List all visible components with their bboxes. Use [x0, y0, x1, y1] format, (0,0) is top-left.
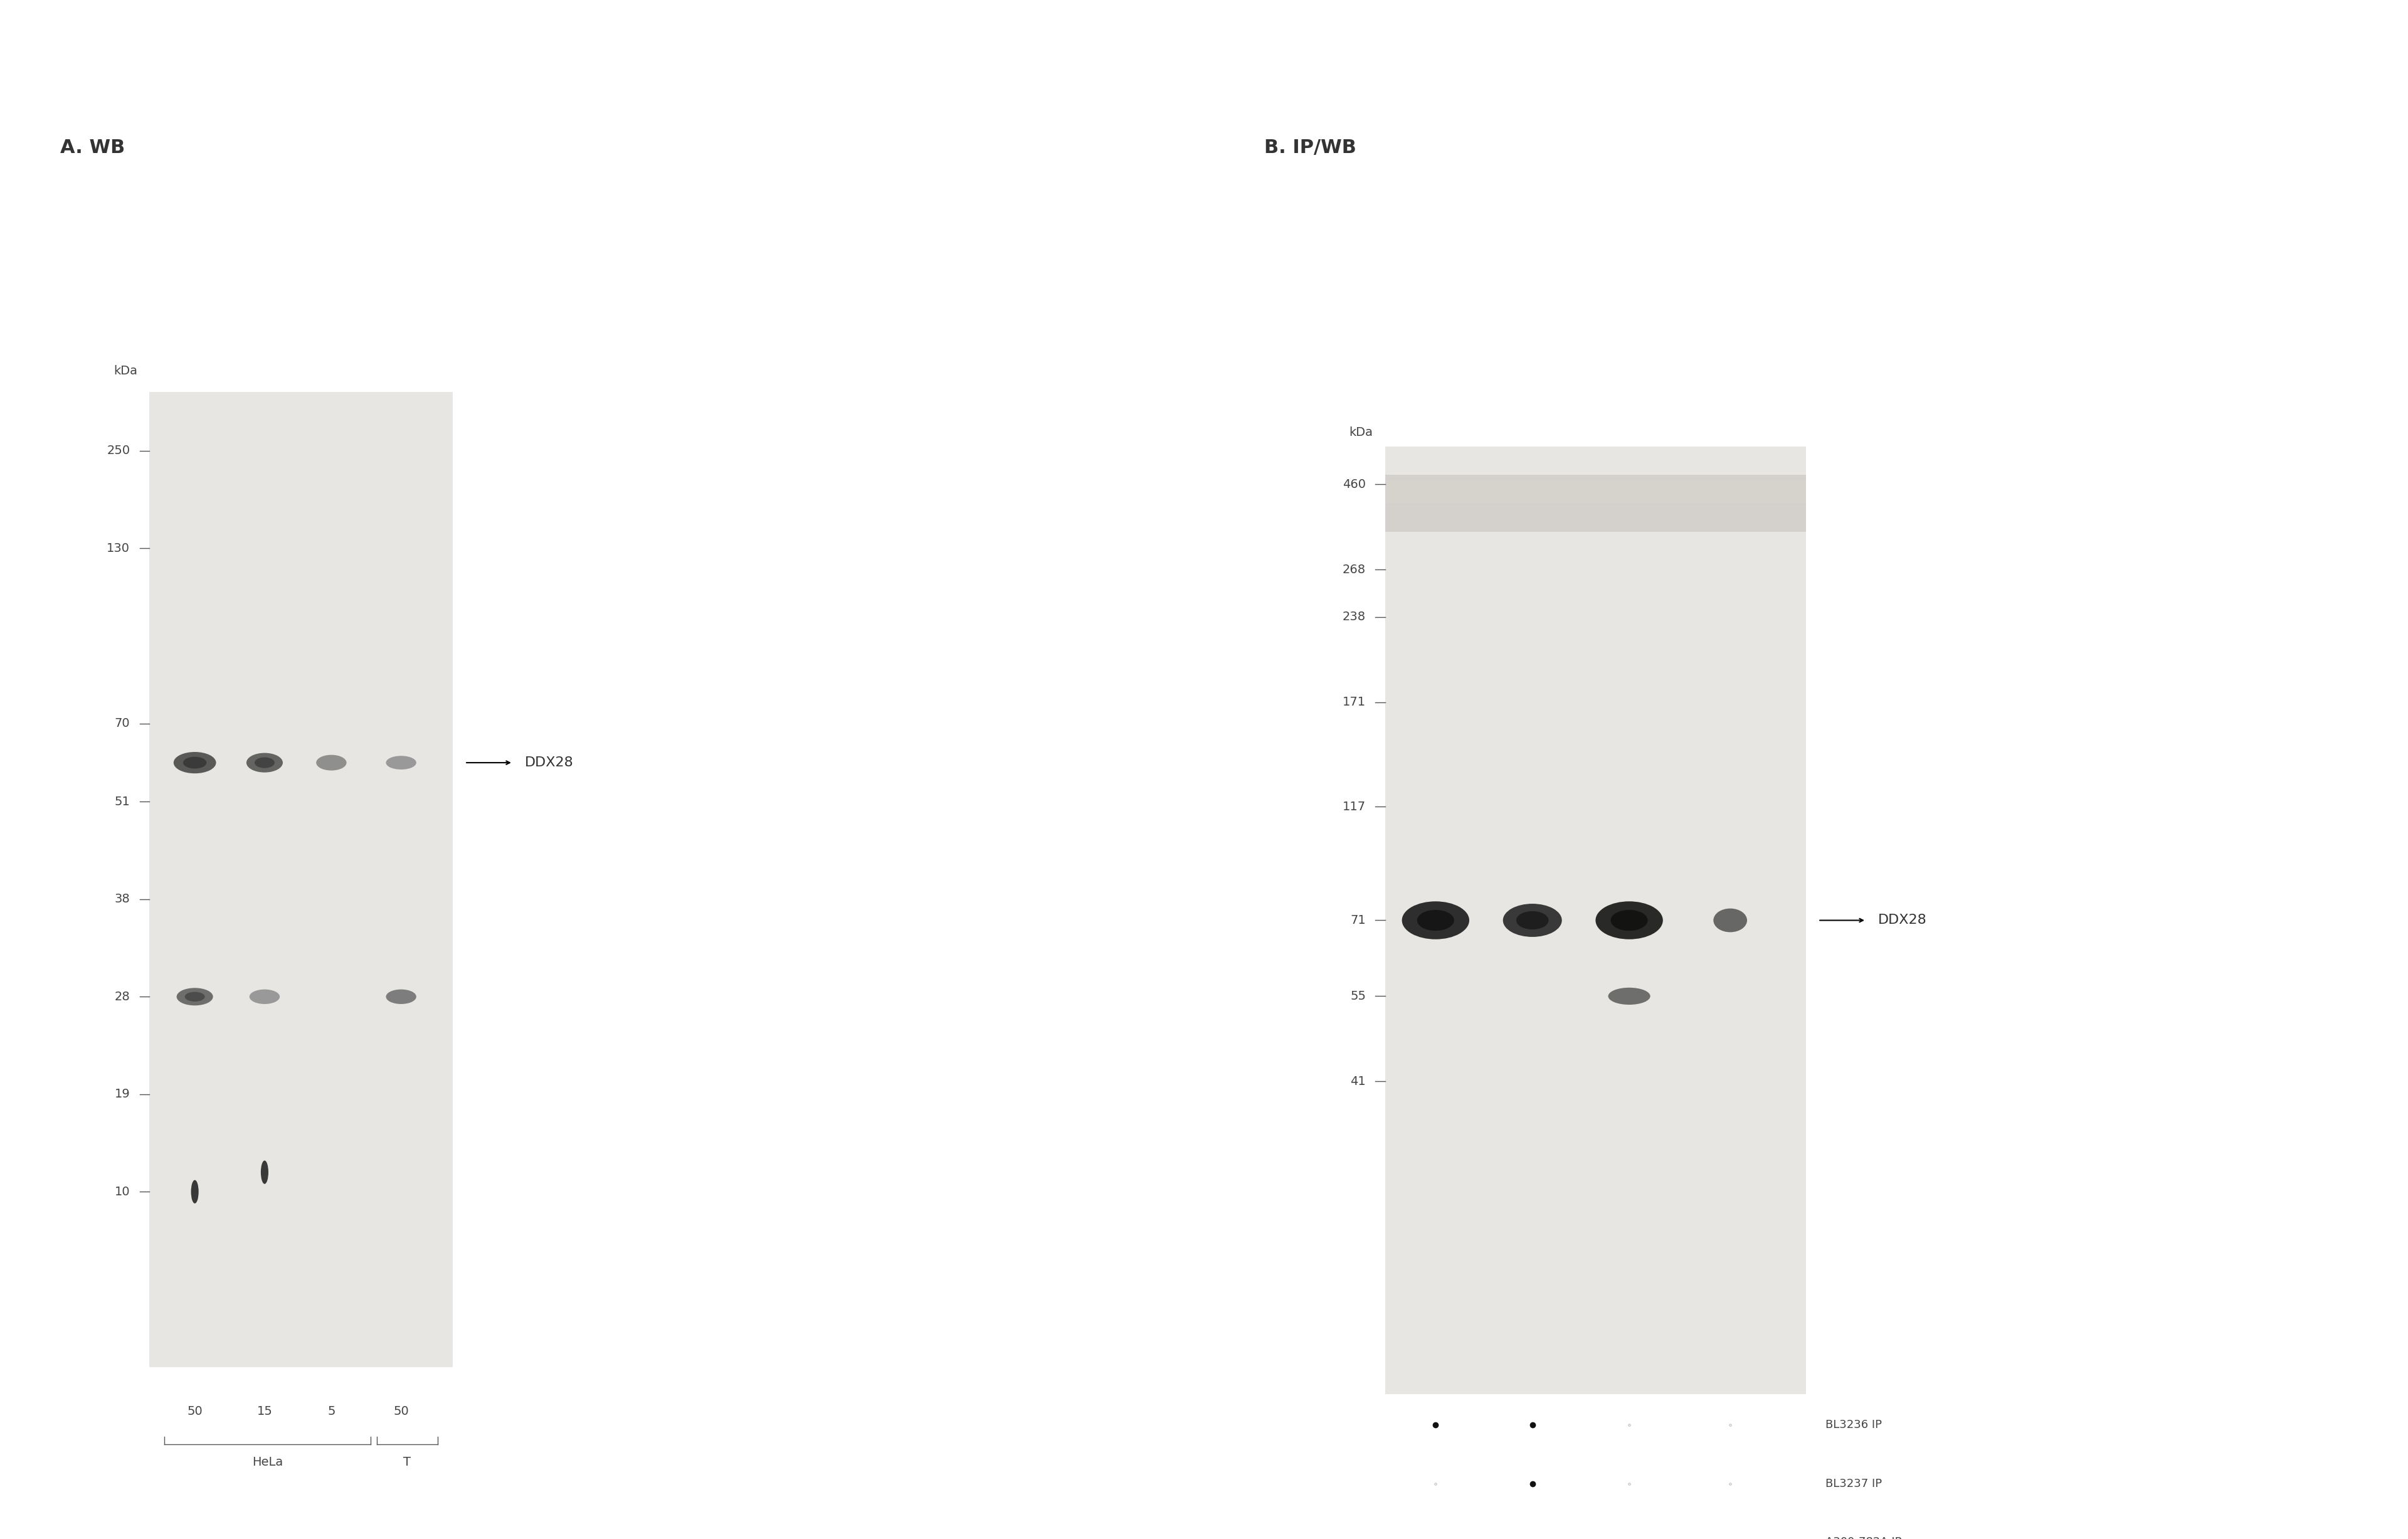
Ellipse shape	[246, 753, 282, 773]
Ellipse shape	[185, 991, 205, 1002]
Text: kDa: kDa	[1348, 426, 1373, 439]
Bar	[1385, 446, 1806, 1394]
Text: 171: 171	[1344, 696, 1365, 708]
Ellipse shape	[385, 756, 417, 770]
Text: 50: 50	[188, 1405, 202, 1417]
Text: 268: 268	[1344, 563, 1365, 576]
Text: 117: 117	[1344, 800, 1365, 813]
Text: 70: 70	[116, 717, 130, 729]
Ellipse shape	[173, 753, 217, 774]
Ellipse shape	[190, 1180, 197, 1203]
Ellipse shape	[250, 990, 279, 1003]
Ellipse shape	[183, 757, 207, 768]
Text: 28: 28	[116, 991, 130, 1003]
Text: DDX28: DDX28	[1878, 914, 1926, 926]
Text: 238: 238	[1344, 611, 1365, 623]
Text: 19: 19	[116, 1088, 130, 1100]
Ellipse shape	[1609, 988, 1649, 1005]
Text: 50: 50	[393, 1405, 409, 1417]
Ellipse shape	[1517, 911, 1548, 930]
Ellipse shape	[1611, 910, 1647, 931]
Ellipse shape	[255, 757, 275, 768]
Text: DDX28: DDX28	[525, 756, 573, 770]
Ellipse shape	[176, 988, 212, 1005]
Text: 250: 250	[106, 445, 130, 457]
Ellipse shape	[1401, 902, 1469, 939]
Text: A. WB: A. WB	[60, 139, 125, 157]
Text: 55: 55	[1351, 990, 1365, 1002]
Bar	[149, 392, 453, 1367]
Text: 130: 130	[106, 542, 130, 554]
Text: 71: 71	[1351, 914, 1365, 926]
Text: 15: 15	[258, 1405, 272, 1417]
Ellipse shape	[385, 990, 417, 1003]
Text: 38: 38	[116, 893, 130, 905]
Text: BL3237 IP: BL3237 IP	[1825, 1477, 1881, 1490]
Text: 10: 10	[116, 1185, 130, 1197]
Ellipse shape	[260, 1160, 267, 1183]
Ellipse shape	[1416, 910, 1454, 931]
Text: A300-782A IP: A300-782A IP	[1825, 1536, 1902, 1539]
Text: 51: 51	[116, 796, 130, 808]
Ellipse shape	[1597, 902, 1664, 939]
Ellipse shape	[1714, 908, 1748, 933]
Text: 5: 5	[327, 1405, 335, 1417]
Text: B. IP/WB: B. IP/WB	[1264, 139, 1356, 157]
Bar	[1385, 480, 1806, 503]
Ellipse shape	[1503, 903, 1563, 937]
Text: 41: 41	[1351, 1076, 1365, 1088]
Text: T: T	[405, 1456, 412, 1468]
Text: HeLa: HeLa	[253, 1456, 284, 1468]
Ellipse shape	[315, 754, 347, 771]
Text: kDa: kDa	[113, 365, 137, 377]
Text: 460: 460	[1344, 479, 1365, 491]
Text: BL3236 IP: BL3236 IP	[1825, 1419, 1881, 1431]
Bar	[1385, 474, 1806, 531]
